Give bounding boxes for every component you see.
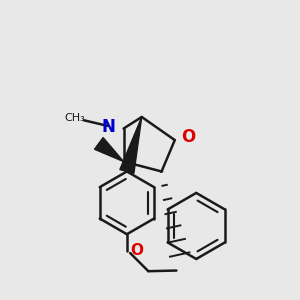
Text: CH₃: CH₃ [64, 112, 85, 123]
Polygon shape [94, 137, 124, 162]
Text: O: O [181, 128, 195, 146]
Text: N: N [102, 118, 116, 136]
Polygon shape [120, 117, 142, 173]
Text: O: O [130, 243, 143, 258]
